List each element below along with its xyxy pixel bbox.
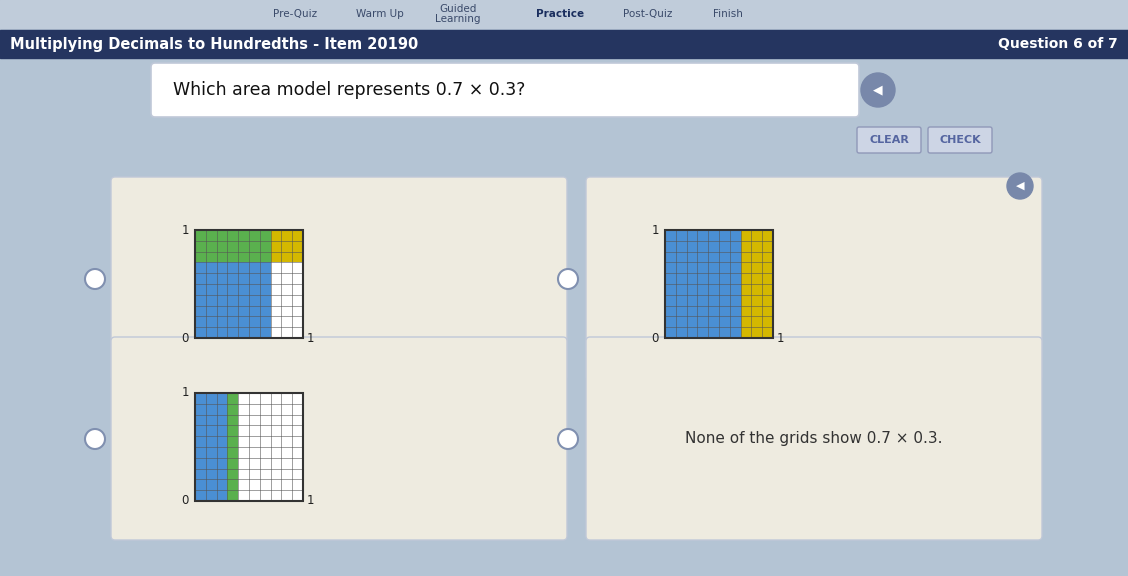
Text: CHECK: CHECK [940,135,981,145]
Text: Multiplying Decimals to Hundredths - Item 20190: Multiplying Decimals to Hundredths - Ite… [10,36,418,51]
Text: Question 6 of 7: Question 6 of 7 [998,37,1118,51]
Text: Post-Quiz: Post-Quiz [624,9,672,19]
Circle shape [85,429,105,449]
Bar [228,393,238,501]
Bar [238,393,303,501]
Text: Finish: Finish [713,9,743,19]
Bar [666,230,773,338]
Bar [741,230,773,338]
Text: 1: 1 [182,223,190,237]
Text: 1: 1 [182,386,190,400]
Circle shape [558,429,578,449]
Bar [195,393,303,501]
Text: 0: 0 [182,495,190,507]
Circle shape [558,269,578,289]
Circle shape [1007,173,1033,199]
FancyBboxPatch shape [111,177,567,380]
Bar [195,393,228,501]
Bar [271,263,303,338]
Text: Which area model represents 0.7 × 0.3?: Which area model represents 0.7 × 0.3? [173,81,526,99]
Bar [271,230,303,263]
FancyBboxPatch shape [587,337,1042,540]
Bar [195,230,271,263]
Text: Guided
Learning: Guided Learning [435,3,481,24]
FancyBboxPatch shape [928,127,992,153]
Bar [195,230,303,338]
Text: 1: 1 [307,495,315,507]
FancyBboxPatch shape [151,63,860,117]
Text: 1: 1 [652,223,659,237]
Text: ◀: ◀ [1015,181,1024,191]
Circle shape [861,73,895,107]
Text: Warm Up: Warm Up [356,9,404,19]
Circle shape [85,269,105,289]
Bar [0,30,1128,58]
Text: ◀: ◀ [873,84,883,97]
Text: 0: 0 [182,332,190,344]
Text: Practice: Practice [536,9,584,19]
Text: 1: 1 [777,332,784,344]
Text: Pre-Quiz: Pre-Quiz [273,9,317,19]
FancyBboxPatch shape [587,177,1042,380]
Text: 0: 0 [652,332,659,344]
FancyBboxPatch shape [111,337,567,540]
Text: CLEAR: CLEAR [869,135,909,145]
Bar [0,0,1128,28]
FancyBboxPatch shape [857,127,920,153]
Text: None of the grids show 0.7 × 0.3.: None of the grids show 0.7 × 0.3. [685,431,943,446]
Text: 1: 1 [307,332,315,344]
Bar [195,263,271,338]
Bar [666,230,741,338]
Bar [1060,0,1128,28]
